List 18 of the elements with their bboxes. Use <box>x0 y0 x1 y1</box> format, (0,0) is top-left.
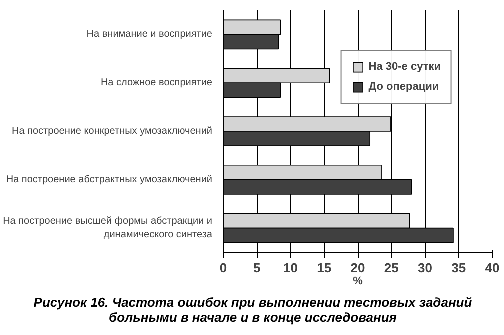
text: Рисунок 16. Частота ошибок при выполнении тестовых заданий больными в начале и в конце исследования <box>32 295 474 325</box>
x-tick-label: 35 <box>452 260 466 276</box>
legend-label: До операции <box>368 81 440 93</box>
x-axis-title: % <box>353 276 364 288</box>
x-tick-label: 5 <box>254 260 261 276</box>
x-tick-label: 30 <box>418 260 432 276</box>
y-tick-label: На построение абстрактных умозаключений <box>6 174 213 186</box>
y-tick-label: На внимание и восприятие <box>86 29 213 40</box>
y-tick-label: На построение высшей формы абстракции и динамического синтеза <box>3 216 213 240</box>
y-tick-label: На построение конкретных умозаключений <box>12 126 212 137</box>
x-tick-label: 20 <box>350 260 366 276</box>
x-tick-label: 25 <box>384 260 399 276</box>
x-tick-label: 10 <box>284 260 298 276</box>
x-tick-label: 15 <box>317 260 332 276</box>
x-tick-label: 40 <box>485 260 500 276</box>
x-tick-label: 0 <box>220 260 228 276</box>
y-tick-label: На сложное восприятие <box>100 78 213 89</box>
legend-label: На 30-е сутки <box>368 61 441 73</box>
